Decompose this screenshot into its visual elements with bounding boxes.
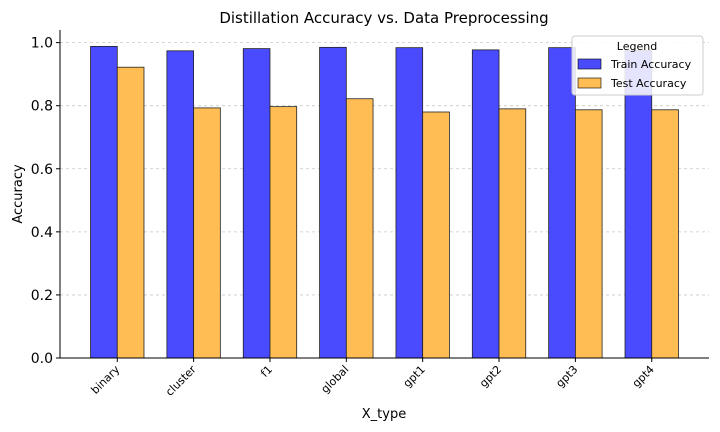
legend: Legend Train Accuracy Test Accuracy <box>571 35 704 96</box>
chart-title: Distillation Accuracy vs. Data Preproces… <box>219 9 548 27</box>
bar-test-accuracy-cluster <box>193 107 221 359</box>
bar-train-accuracy-cluster <box>166 50 195 359</box>
legend-label-train-accuracy: Train Accuracy <box>610 58 692 71</box>
bar-train-accuracy-gpt3 <box>548 47 576 359</box>
legend-label-test-accuracy: Test Accuracy <box>610 77 687 90</box>
y-tick-label: 0.0 <box>31 351 53 367</box>
x-ticks: binary cluster f1 global gpt1 gpt2 gpt3 gpt4 <box>89 358 657 399</box>
y-tick-label: 0.6 <box>31 162 53 178</box>
y-tick-label: 0.4 <box>31 225 53 241</box>
legend-swatch-test-accuracy <box>577 77 602 89</box>
bar-train-accuracy-binary <box>90 46 118 359</box>
x-tick-label-gpt1: gpt1 <box>401 363 428 390</box>
x-tick-label-gpt4: gpt4 <box>630 363 657 390</box>
y-ticks: 0.0 0.2 0.4 0.6 0.8 1.0 <box>31 36 60 367</box>
x-tick-label-cluster: cluster <box>163 363 199 399</box>
x-tick-label-gpt2: gpt2 <box>477 363 504 390</box>
bar-test-accuracy-gpt4 <box>651 109 679 359</box>
legend-box <box>571 35 704 96</box>
legend-title: Legend <box>617 40 657 53</box>
x-tick-label-f1: f1 <box>258 363 275 380</box>
y-tick-label: 0.2 <box>31 288 53 304</box>
bar-test-accuracy-gpt1 <box>422 111 450 359</box>
bar-train-accuracy-gpt1 <box>395 47 424 359</box>
legend-swatch-train-accuracy <box>577 58 602 70</box>
x-tick-label-binary: binary <box>89 363 123 397</box>
bars <box>90 46 679 359</box>
bar-test-accuracy-f1 <box>269 106 298 359</box>
bar-test-accuracy-gpt3 <box>574 109 603 359</box>
x-tick-label-global: global <box>319 363 352 396</box>
y-tick-label: 1.0 <box>31 36 53 52</box>
bar-train-accuracy-f1 <box>242 48 271 359</box>
x-tick-label-gpt3: gpt3 <box>553 363 580 390</box>
bar-test-accuracy-gpt2 <box>498 108 527 359</box>
bar-test-accuracy-binary <box>116 66 145 359</box>
bar-train-accuracy-gpt2 <box>471 49 500 359</box>
x-axis-label: X_type <box>362 407 406 422</box>
y-tick-label: 0.8 <box>31 99 53 115</box>
axes <box>59 30 709 359</box>
bar-train-accuracy-gpt4 <box>624 50 653 359</box>
bar-train-accuracy-global <box>319 46 347 359</box>
bar-test-accuracy-global <box>345 98 374 359</box>
y-axis-label: Accuracy <box>11 164 26 224</box>
